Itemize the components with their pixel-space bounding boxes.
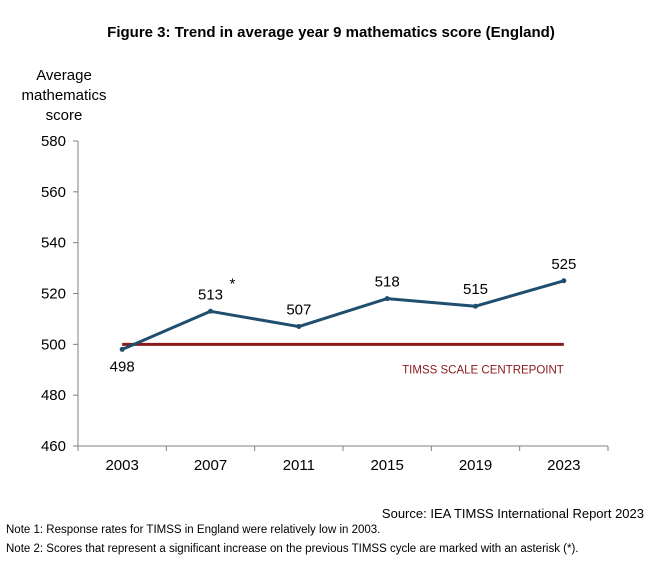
x-tick-label: 2015 — [370, 457, 403, 474]
x-tick-label: 2003 — [105, 457, 138, 474]
y-tick-label: 560 — [41, 184, 66, 201]
series-line — [121, 279, 565, 351]
x-tick-label: 2011 — [283, 457, 315, 474]
data-point — [296, 324, 302, 330]
y-tick-label: 460 — [41, 438, 66, 455]
x-tick-label: 2019 — [459, 457, 492, 474]
note-2: Note 2: Scores that represent a signific… — [6, 543, 579, 555]
x-tick-label: 2023 — [547, 457, 580, 474]
x-tick-label: 2007 — [194, 457, 227, 474]
y-axis-label: Average mathematics score — [21, 67, 107, 124]
data-label: 518 — [375, 274, 400, 291]
data-label: 507 — [286, 302, 311, 319]
y-tick-label: 540 — [41, 235, 66, 252]
significance-marker: * — [230, 275, 236, 292]
data-label: 525 — [551, 256, 576, 273]
source-note: Source: IEA TIMSS International Report 2… — [381, 506, 644, 521]
data-point — [384, 296, 390, 302]
y-tick-label: 480 — [41, 387, 66, 404]
y-tick-label: 520 — [41, 286, 66, 303]
y-tick-label: 500 — [41, 336, 66, 353]
data-label: 515 — [463, 281, 488, 298]
data-point — [119, 346, 125, 352]
data-point — [473, 303, 478, 309]
y-tick-label: 580 — [41, 133, 66, 150]
data-point — [208, 308, 213, 314]
data-point — [561, 278, 567, 284]
chart-title: Figure 3: Trend in average year 9 mathem… — [107, 24, 555, 41]
note-1: Note 1: Response rates for TIMSS in Engl… — [6, 524, 381, 536]
reference-line-label: TIMSS SCALE CENTREPOINT — [402, 364, 564, 376]
data-label: 513 — [198, 286, 223, 303]
data-label: 498 — [110, 358, 135, 375]
